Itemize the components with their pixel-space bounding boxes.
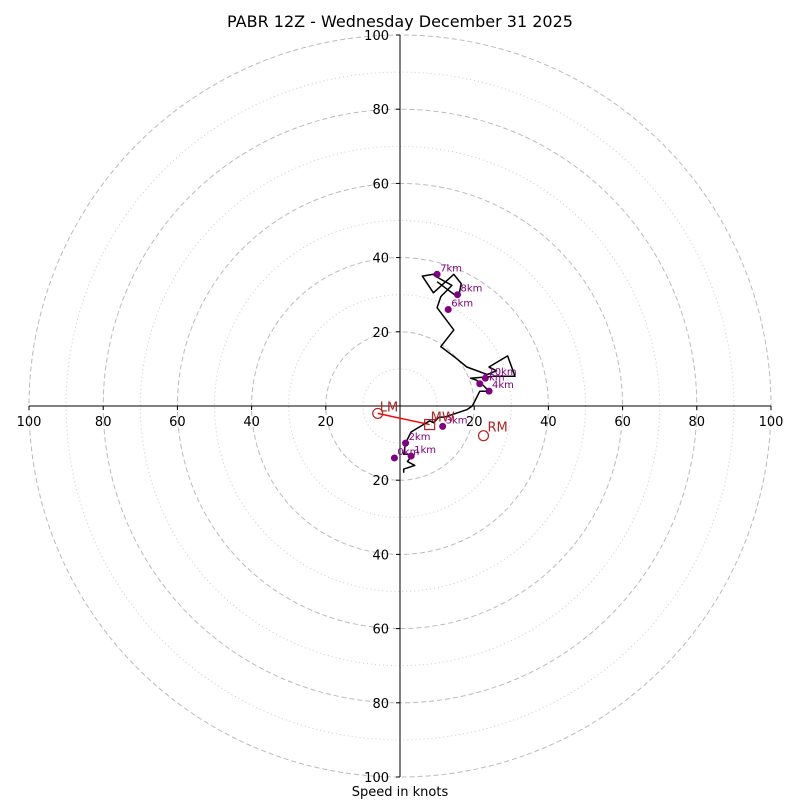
height-marker-6km <box>444 306 452 314</box>
y-tick-label: 100 <box>364 771 389 786</box>
height-marker-7km <box>433 270 441 278</box>
x-tick-label: 60 <box>169 415 186 430</box>
x-tick-label: 40 <box>540 415 557 430</box>
mean-wind-marker <box>424 418 436 431</box>
y-tick-label: 60 <box>372 177 389 192</box>
mean-wind-label: MW <box>431 411 455 426</box>
height-label-0km: 0km <box>397 447 419 458</box>
left-mover-marker <box>372 407 384 420</box>
height-label-4km: 4km <box>492 380 514 391</box>
right-mover-label: RM <box>487 421 507 436</box>
height-label-5km: 5km <box>483 373 505 384</box>
height-label-10km: 10km <box>488 367 516 378</box>
height-label-2km: 2km <box>409 432 431 443</box>
x-tick-label: 20 <box>318 415 335 430</box>
y-tick-label: 60 <box>372 623 389 638</box>
height-label-3km: 3km <box>446 415 468 426</box>
height-marker-2km <box>402 439 410 447</box>
shear-vector-line <box>377 412 430 426</box>
height-marker-10km <box>481 374 489 382</box>
height-marker-3km <box>439 422 447 430</box>
y-tick-label: 100 <box>364 29 389 44</box>
height-marker-8km <box>454 291 462 299</box>
x-tick-label: 80 <box>689 415 706 430</box>
height-label-1km: 1km <box>414 445 436 456</box>
height-marker-4km <box>485 387 493 395</box>
y-tick-label: 80 <box>372 697 389 712</box>
x-tick-label: 100 <box>17 415 42 430</box>
height-label-8km: 8km <box>461 284 483 295</box>
x-tick-label: 60 <box>614 415 631 430</box>
x-tick-label: 40 <box>243 415 260 430</box>
hodograph-trace-line <box>402 273 516 473</box>
chart-title: PABR 12Z - Wednesday December 31 2025 <box>227 12 573 31</box>
y-tick-label: 40 <box>372 252 389 267</box>
y-tick-label: 20 <box>372 474 389 489</box>
y-tick-label: 80 <box>372 103 389 118</box>
height-label-6km: 6km <box>451 299 473 310</box>
x-tick-label: 20 <box>466 415 483 430</box>
x-tick-label: 100 <box>759 415 784 430</box>
right-mover-marker <box>477 430 490 442</box>
height-marker-5km <box>476 380 484 388</box>
x-axis-label: Speed in knots <box>352 785 449 800</box>
left-mover-label: LM <box>380 400 398 415</box>
y-tick-label: 40 <box>372 548 389 563</box>
height-marker-1km <box>407 452 415 460</box>
x-tick-label: 80 <box>95 415 112 430</box>
height-marker-0km <box>390 454 398 462</box>
y-tick-label: 20 <box>372 326 389 341</box>
height-label-7km: 7km <box>440 263 462 274</box>
